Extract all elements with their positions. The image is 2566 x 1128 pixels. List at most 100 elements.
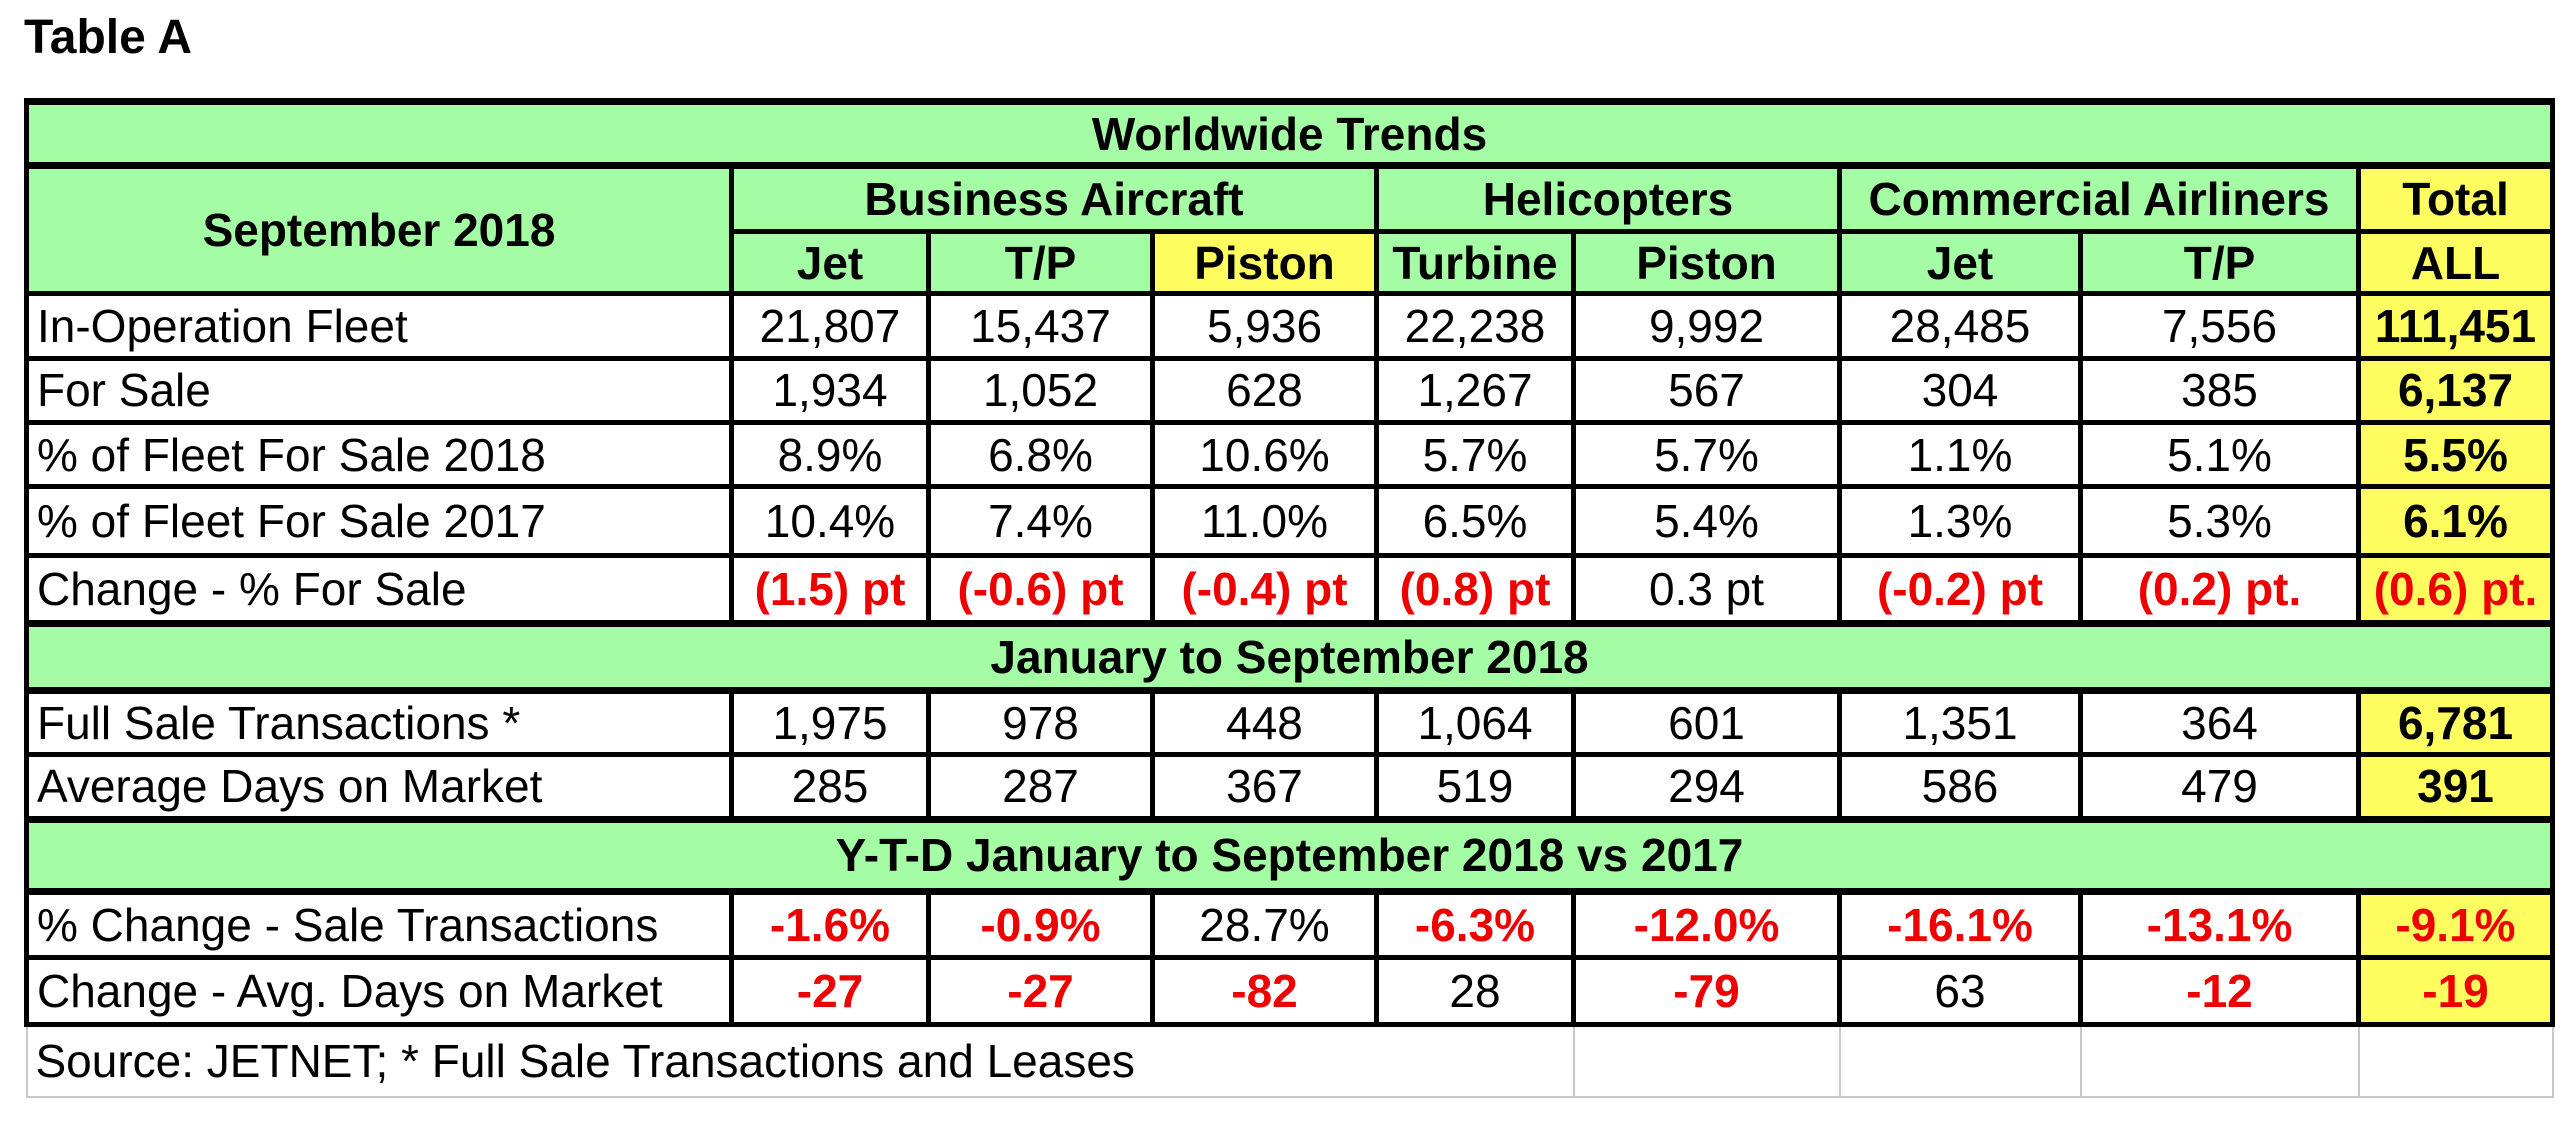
cell: 28.7% bbox=[1150, 889, 1379, 961]
cell: -16.1% bbox=[1837, 889, 2083, 961]
row-label: Change - Avg. Days on Market bbox=[24, 955, 734, 1027]
cell: (1.5) pt bbox=[729, 552, 931, 627]
cell: (0.8) pt bbox=[1374, 552, 1576, 627]
cell: (0.2) pt. bbox=[2078, 552, 2361, 627]
cell: 385 bbox=[2078, 355, 2361, 426]
cell: 304 bbox=[1837, 355, 2083, 426]
row-label: Change - % For Sale bbox=[24, 552, 734, 627]
worldwide-trends-table: Worldwide Trends September 2018 Business… bbox=[24, 97, 2555, 1098]
cell: 63 bbox=[1837, 955, 2083, 1027]
cell: 601 bbox=[1571, 687, 1842, 758]
cell: 9,992 bbox=[1571, 291, 1842, 361]
total-cell: -9.1% bbox=[2356, 889, 2555, 961]
cell: (-0.6) pt bbox=[926, 552, 1155, 627]
cell: (-0.2) pt bbox=[1837, 552, 2083, 627]
source-note: Source: JETNET; * Full Sale Transactions… bbox=[25, 1023, 1575, 1098]
cell: -1.6% bbox=[729, 889, 931, 961]
table-row: In-Operation Fleet 21,807 15,437 5,936 2… bbox=[24, 291, 2555, 361]
table-caption: Table A bbox=[24, 11, 193, 64]
cell: 628 bbox=[1150, 355, 1379, 426]
cell: -27 bbox=[729, 955, 931, 1027]
cell: 1,052 bbox=[926, 355, 1155, 426]
group-commercial-airliners: Commercial Airliners bbox=[1837, 163, 2361, 234]
cell: 6.5% bbox=[1374, 484, 1576, 558]
cell: 28,485 bbox=[1837, 291, 2083, 361]
empty-cell bbox=[2079, 1023, 2360, 1098]
cell: 1.3% bbox=[1837, 484, 2083, 558]
row-label: % Change - Sale Transactions bbox=[24, 889, 734, 961]
cell: 8.9% bbox=[729, 420, 931, 490]
col-header: Jet bbox=[729, 228, 931, 297]
group-business-aircraft: Business Aircraft bbox=[729, 163, 1379, 234]
col-header: Turbine bbox=[1374, 228, 1576, 297]
cell: 479 bbox=[2078, 752, 2361, 822]
cell: 21,807 bbox=[729, 291, 931, 361]
total-cell: -19 bbox=[2356, 955, 2555, 1027]
period-header: September 2018 bbox=[24, 163, 734, 297]
cell: 567 bbox=[1571, 355, 1842, 426]
table-row: Change - Avg. Days on Market -27 -27 -82… bbox=[24, 955, 2555, 1027]
table-row: Change - % For Sale (1.5) pt (-0.6) pt (… bbox=[24, 552, 2555, 627]
cell: 1,064 bbox=[1374, 687, 1576, 758]
empty-cell bbox=[2357, 1023, 2554, 1098]
cell: -6.3% bbox=[1374, 889, 1576, 961]
cell: 978 bbox=[926, 687, 1155, 758]
cell: 5.4% bbox=[1571, 484, 1842, 558]
col-header: Jet bbox=[1837, 228, 2083, 297]
cell: 5.3% bbox=[2078, 484, 2361, 558]
cell: 1,267 bbox=[1374, 355, 1576, 426]
row-label: In-Operation Fleet bbox=[24, 291, 734, 361]
row-label: For Sale bbox=[24, 355, 734, 426]
total-cell: 6,781 bbox=[2356, 687, 2555, 758]
empty-cell bbox=[1838, 1023, 2082, 1098]
row-label: Full Sale Transactions * bbox=[24, 687, 734, 758]
cell: 287 bbox=[926, 752, 1155, 822]
total-cell: 111,451 bbox=[2356, 291, 2555, 361]
banner-ytd-comparison: Y-T-D January to September 2018 vs 2017 bbox=[24, 815, 2555, 896]
banner-january-to-september: January to September 2018 bbox=[24, 620, 2555, 694]
total-cell: 6.1% bbox=[2356, 484, 2555, 558]
cell: 10.4% bbox=[729, 484, 931, 558]
cell: 519 bbox=[1374, 752, 1576, 822]
cell: 15,437 bbox=[926, 291, 1155, 361]
table-row: % of Fleet For Sale 2017 10.4% 7.4% 11.0… bbox=[24, 484, 2555, 558]
total-cell: 391 bbox=[2356, 752, 2555, 822]
cell: -12.0% bbox=[1571, 889, 1842, 961]
row-label: % of Fleet For Sale 2018 bbox=[24, 420, 734, 490]
cell: 285 bbox=[729, 752, 931, 822]
cell: 10.6% bbox=[1150, 420, 1379, 490]
cell: 448 bbox=[1150, 687, 1379, 758]
total-cell: 5.5% bbox=[2356, 420, 2555, 490]
cell: 364 bbox=[2078, 687, 2361, 758]
cell: 5,936 bbox=[1150, 291, 1379, 361]
cell: 7.4% bbox=[926, 484, 1155, 558]
banner-worldwide-trends: Worldwide Trends bbox=[24, 97, 2555, 170]
col-header: T/P bbox=[2078, 228, 2361, 297]
cell: 5.7% bbox=[1374, 420, 1576, 490]
cell: -0.9% bbox=[926, 889, 1155, 961]
cell: 367 bbox=[1150, 752, 1379, 822]
col-header: Piston bbox=[1150, 228, 1379, 297]
table-row: Average Days on Market 285 287 367 519 2… bbox=[24, 752, 2555, 822]
cell: 5.1% bbox=[2078, 420, 2361, 490]
col-header: ALL bbox=[2356, 228, 2555, 297]
table-row: For Sale 1,934 1,052 628 1,267 567 304 3… bbox=[24, 355, 2555, 426]
row-label: % of Fleet For Sale 2017 bbox=[24, 484, 734, 558]
total-cell: (0.6) pt. bbox=[2356, 552, 2555, 627]
cell: 586 bbox=[1837, 752, 2083, 822]
col-header: T/P bbox=[926, 228, 1155, 297]
cell: 7,556 bbox=[2078, 291, 2361, 361]
cell: -12 bbox=[2078, 955, 2361, 1027]
cell: -82 bbox=[1150, 955, 1379, 1027]
col-header: Piston bbox=[1571, 228, 1842, 297]
cell: 5.7% bbox=[1571, 420, 1842, 490]
cell: 28 bbox=[1374, 955, 1576, 1027]
group-helicopters: Helicopters bbox=[1374, 163, 1842, 234]
table-row: % Change - Sale Transactions -1.6% -0.9%… bbox=[24, 889, 2555, 961]
cell: 0.3 pt bbox=[1571, 552, 1842, 627]
cell: 1,975 bbox=[729, 687, 931, 758]
cell: -13.1% bbox=[2078, 889, 2361, 961]
table-row: Full Sale Transactions * 1,975 978 448 1… bbox=[24, 687, 2555, 758]
group-total: Total bbox=[2356, 163, 2555, 234]
cell: (-0.4) pt bbox=[1150, 552, 1379, 627]
